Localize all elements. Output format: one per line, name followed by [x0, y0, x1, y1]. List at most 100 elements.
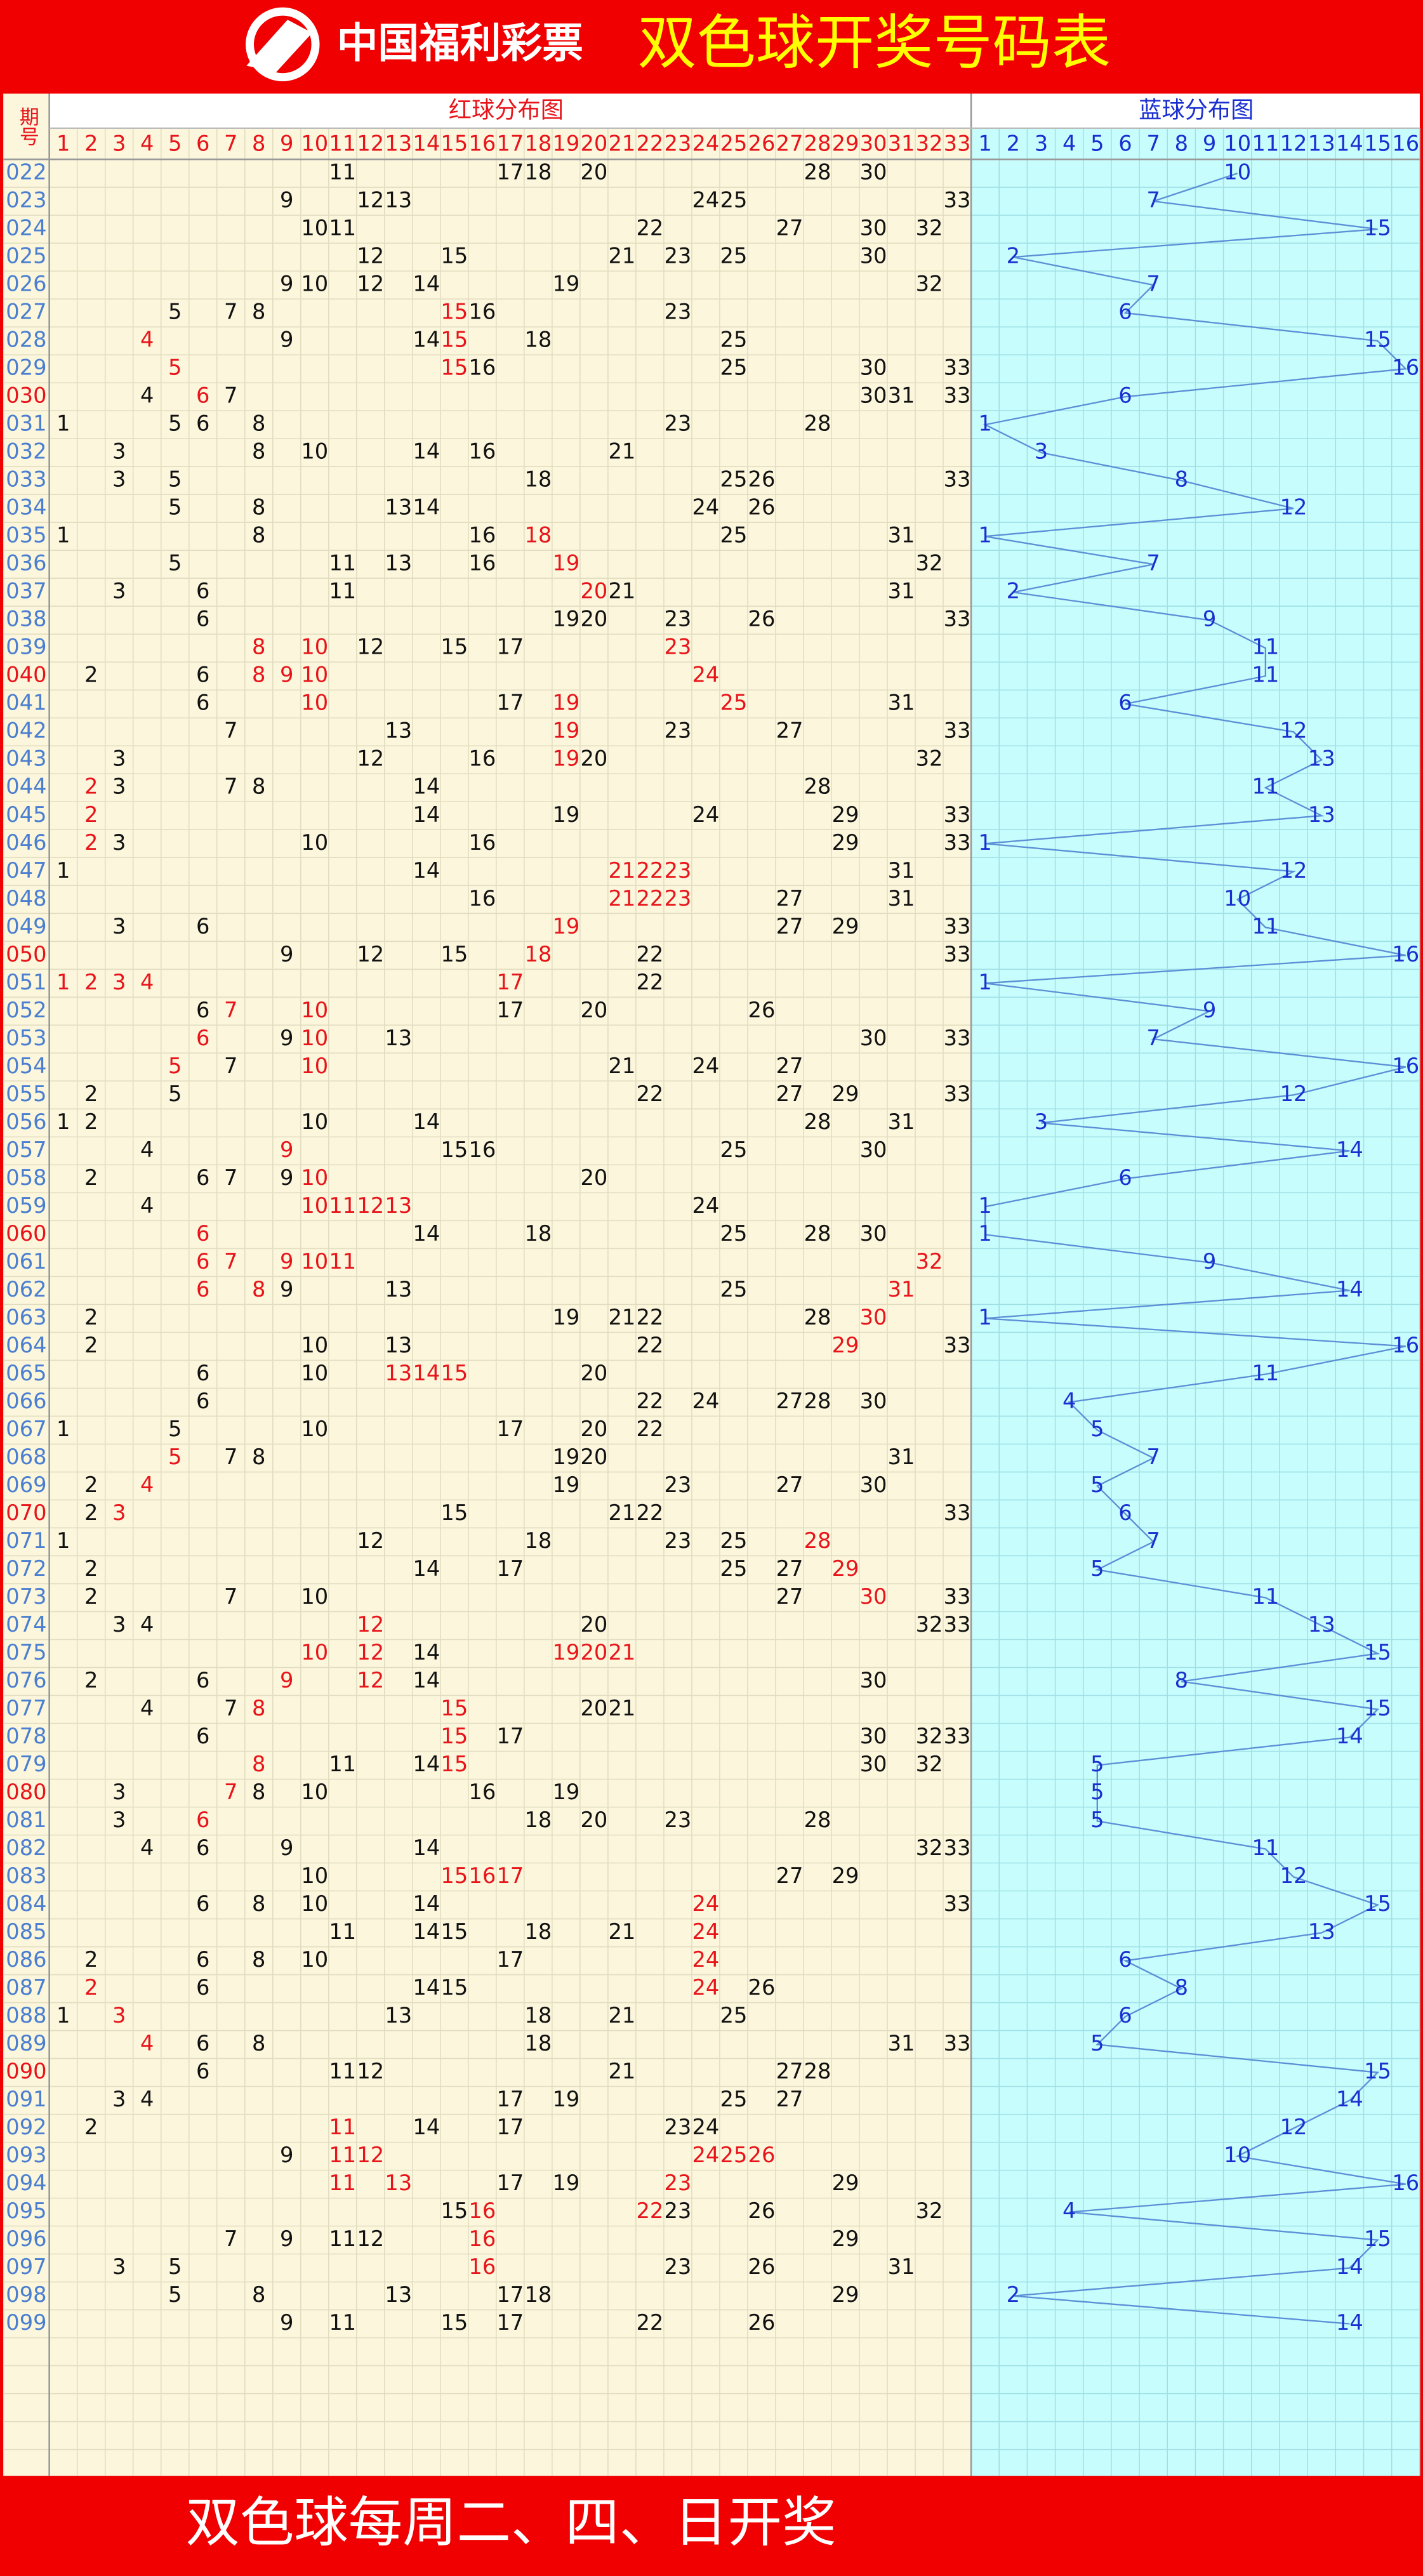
red-ball: 23	[665, 1528, 692, 1553]
red-ball: 7	[224, 718, 237, 743]
red-ball: 5	[168, 300, 182, 324]
red-ball: 7	[224, 774, 237, 799]
red-ball: 21	[608, 2059, 635, 2084]
red-ball: 32	[916, 1249, 943, 1274]
red-ball: 26	[748, 998, 776, 1022]
red-ball: 6	[196, 411, 209, 436]
red-ball: 33	[944, 1081, 971, 1106]
red-ball: 10	[301, 1109, 328, 1134]
blue-ball: 6	[1118, 1500, 1132, 1525]
red-ball: 19	[552, 746, 579, 771]
red-ball: 11	[329, 2170, 356, 2195]
red-ball: 25	[720, 2087, 748, 2111]
blue-column-label: 9	[1203, 131, 1216, 155]
red-ball: 25	[720, 188, 748, 213]
red-ball: 26	[748, 467, 776, 492]
red-ball: 14	[413, 1556, 440, 1581]
red-ball: 33	[944, 1333, 971, 1357]
red-ball: 24	[692, 1947, 720, 1972]
red-ball: 16	[468, 1863, 496, 1888]
red-ball: 1	[56, 2003, 70, 2028]
blue-column-label: 14	[1336, 131, 1363, 155]
red-ball: 27	[776, 1584, 804, 1609]
red-ball: 16	[468, 746, 496, 771]
red-column-label: 30	[860, 131, 887, 155]
red-ball: 10	[301, 1891, 328, 1916]
red-ball: 15	[440, 942, 468, 967]
red-ball: 7	[224, 1696, 237, 1721]
red-ball: 19	[552, 2087, 579, 2111]
blue-ball: 5	[1090, 1807, 1104, 1832]
period: 060	[6, 1221, 46, 1246]
blue-ball: 6	[1118, 1947, 1132, 1972]
period: 059	[6, 1193, 46, 1218]
period: 077	[6, 1696, 46, 1721]
red-ball: 28	[804, 1389, 831, 1413]
red-ball: 23	[665, 718, 692, 743]
red-ball: 20	[580, 579, 607, 604]
red-ball: 25	[720, 1221, 748, 1246]
blue-ball: 2	[1007, 2282, 1020, 2307]
period: 080	[6, 1780, 46, 1804]
period: 027	[6, 300, 46, 324]
red-column-label: 6	[196, 131, 209, 155]
red-ball: 9	[280, 1026, 293, 1050]
header-band	[49, 93, 1420, 128]
red-ball: 16	[468, 830, 496, 855]
red-ball: 14	[413, 774, 440, 799]
red-ball: 6	[196, 2031, 209, 2056]
red-ball: 33	[944, 1891, 971, 1916]
blue-ball: 2	[1007, 579, 1020, 604]
red-ball: 20	[580, 1640, 607, 1665]
red-ball: 13	[385, 2170, 412, 2195]
red-ball: 12	[357, 1612, 384, 1637]
red-ball: 1	[56, 1528, 70, 1553]
red-ball: 22	[637, 1389, 664, 1413]
red-ball: 5	[168, 495, 182, 520]
red-column-label: 11	[329, 131, 356, 155]
red-ball: 16	[468, 886, 496, 911]
red-ball: 8	[252, 1752, 265, 1776]
red-ball: 3	[112, 1500, 126, 1525]
red-ball: 31	[888, 1277, 915, 1302]
red-ball: 14	[413, 1221, 440, 1246]
red-ball: 28	[804, 1109, 831, 1134]
blue-ball: 13	[1308, 802, 1335, 827]
red-ball: 24	[692, 663, 720, 687]
red-ball: 13	[385, 1361, 412, 1385]
red-ball: 24	[692, 2143, 720, 2167]
red-ball: 27	[776, 1472, 804, 1497]
red-ball: 22	[637, 2310, 664, 2335]
red-ball: 32	[916, 216, 943, 241]
blue-column-label: 6	[1118, 131, 1132, 155]
red-ball: 6	[196, 1891, 209, 1916]
red-ball: 2	[84, 970, 98, 994]
red-ball: 2	[84, 1947, 98, 1972]
red-ball: 19	[552, 802, 579, 827]
red-column-label: 32	[916, 131, 943, 155]
period: 037	[6, 579, 46, 604]
period: 033	[6, 467, 46, 492]
red-ball: 1	[56, 970, 70, 994]
red-ball: 11	[329, 2226, 356, 2251]
red-ball: 20	[580, 746, 607, 771]
blue-column-label: 4	[1062, 131, 1076, 155]
red-ball: 4	[140, 1612, 154, 1637]
blue-ball: 11	[1252, 774, 1279, 799]
period: 034	[6, 495, 46, 520]
red-ball: 31	[888, 2254, 915, 2279]
blue-ball: 16	[1392, 355, 1419, 380]
red-ball: 17	[496, 2087, 524, 2111]
red-ball: 12	[357, 1668, 384, 1693]
red-ball: 19	[552, 1305, 579, 1330]
red-ball: 28	[804, 774, 831, 799]
blue-ball: 13	[1308, 1919, 1335, 1944]
red-ball: 26	[748, 2198, 776, 2223]
red-ball: 6	[196, 914, 209, 939]
blue-ball: 7	[1146, 272, 1160, 296]
red-ball: 3	[112, 2003, 126, 2028]
blue-column-label: 2	[1007, 131, 1020, 155]
blue-ball: 12	[1280, 858, 1307, 883]
red-column-label: 12	[357, 131, 384, 155]
